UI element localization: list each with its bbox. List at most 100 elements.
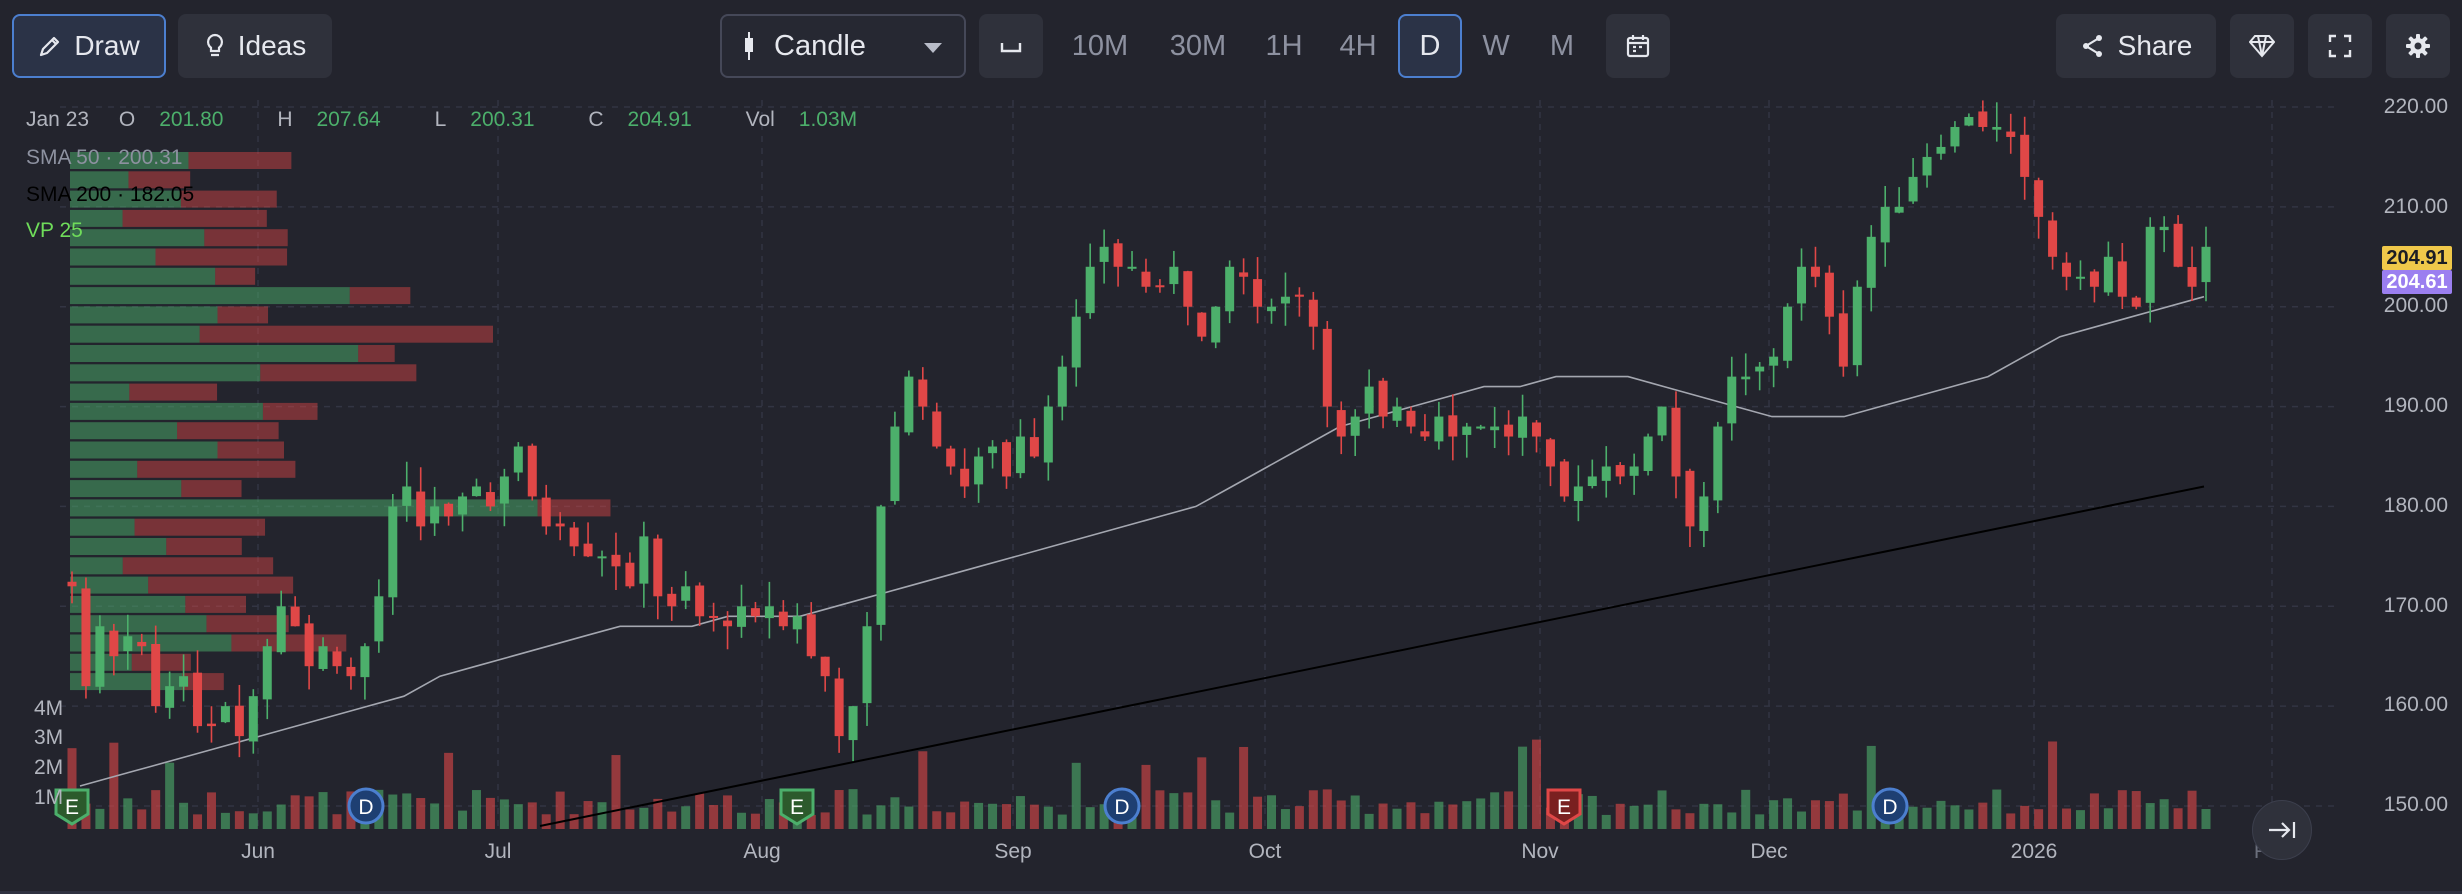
candle-body [1657, 406, 1667, 436]
volume-bar [1267, 795, 1277, 829]
volume-profile-buy-bar [70, 152, 189, 169]
volume-profile-sell-bar [215, 267, 256, 285]
timeframe-m[interactable]: M [1532, 14, 1592, 78]
candle-body [555, 523, 565, 527]
premium-button[interactable] [2230, 14, 2294, 78]
timeframe-30m[interactable]: 30M [1156, 14, 1240, 78]
timeframe-d[interactable]: D [1398, 14, 1462, 78]
volume-bar [2103, 808, 2113, 829]
lightbulb-icon [206, 33, 223, 57]
candle-body [2103, 256, 2113, 293]
timeframe-1h[interactable]: 1H [1256, 14, 1312, 78]
volume-bar [1866, 745, 1876, 829]
volume-profile-buy-bar [70, 248, 156, 266]
volume-bar [290, 795, 300, 829]
volume-bar [625, 809, 635, 829]
timeline-button[interactable] [979, 14, 1043, 78]
candle-body [95, 626, 105, 687]
candle-body [1434, 416, 1444, 442]
sma200-legend[interactable]: SMA 200 · 182.05 [26, 183, 195, 206]
volume-bar [709, 805, 719, 829]
calendar-button[interactable] [1606, 14, 1670, 78]
candle-body [151, 644, 161, 707]
volume-bar [2020, 805, 2030, 829]
volume-bar [1015, 796, 1025, 829]
volume-bar [1434, 801, 1444, 829]
volume-bar [388, 794, 398, 829]
volume-bar [1671, 809, 1681, 829]
volume-bar [1308, 790, 1318, 829]
volume-bar [1155, 790, 1165, 829]
volume-bar [583, 801, 593, 829]
candle-body [1336, 410, 1346, 437]
candle-body [862, 626, 872, 704]
candle-body [1113, 243, 1123, 267]
calendar-icon [1626, 35, 1650, 58]
timeframe-4h[interactable]: 4H [1326, 14, 1390, 78]
price-tick: 160.00 [2383, 693, 2448, 716]
volume-profile-buy-bar [70, 267, 216, 285]
candle-body [1532, 422, 1542, 437]
candle-body [2048, 220, 2058, 257]
volume-profile-sell-bar [204, 229, 288, 247]
volume-tick: 2M [34, 756, 64, 779]
chart-type-select[interactable]: Candle [720, 14, 966, 78]
volume-bar [1420, 813, 1430, 829]
low-value: 200.31 [470, 108, 535, 131]
volume-bar [1071, 762, 1081, 829]
volume-profile-buy-bar [70, 383, 130, 401]
share-button[interactable]: Share [2056, 14, 2216, 78]
timeframe-label: 10M [1071, 29, 1129, 62]
candle-body [1015, 436, 1025, 474]
volume-bar [1838, 793, 1848, 829]
candle-body [137, 641, 147, 647]
scroll-to-latest-button[interactable] [2252, 800, 2312, 860]
timeframe-10m[interactable]: 10M [1064, 14, 1136, 78]
candle-body [1364, 386, 1374, 414]
candle-body [67, 581, 77, 587]
candle-body [1504, 424, 1514, 437]
settings-button[interactable] [2386, 14, 2450, 78]
candle-body [1810, 266, 1820, 277]
high-value: 207.64 [316, 108, 381, 131]
ideas-button[interactable]: Ideas [178, 14, 332, 78]
timeframe-w[interactable]: W [1468, 14, 1524, 78]
volume-bar [430, 803, 440, 829]
volume-profile-sell-bar [206, 615, 289, 633]
volume-profile-sell-bar [349, 287, 411, 305]
volume-bar [2075, 810, 2085, 829]
sma50-label: SMA 50 [26, 146, 100, 169]
candle-body [1294, 294, 1304, 297]
candle-body [1755, 366, 1765, 372]
candle-body [234, 705, 244, 737]
low-label: L [434, 108, 447, 131]
time-tick: Aug [743, 840, 781, 863]
volume-bar [1378, 803, 1388, 829]
timeframe-label: W [1482, 29, 1510, 62]
open-label: O [118, 108, 136, 131]
candle-body [193, 672, 203, 727]
marker-label: D [1114, 796, 1129, 819]
volume-bar [1141, 764, 1151, 829]
candle-body [1894, 206, 1904, 213]
volume-profile-sell-bar [122, 209, 267, 227]
candle-body [1587, 476, 1597, 487]
candle-body [653, 538, 663, 597]
volume-bar [820, 812, 830, 829]
volume-bar [2062, 808, 2072, 829]
fullscreen-button[interactable] [2308, 14, 2372, 78]
price-tick: 150.00 [2383, 793, 2448, 816]
candle-body [960, 468, 970, 487]
volume-profile-buy-bar [70, 229, 205, 247]
open-value: 201.80 [159, 108, 224, 131]
candle-body [890, 426, 900, 502]
candles [67, 100, 2211, 762]
vp-legend[interactable]: VP 25 [26, 219, 83, 245]
candle-body [806, 614, 816, 657]
candle-body [1671, 407, 1681, 477]
sma50-legend[interactable]: SMA 50 · 200.31 [26, 146, 183, 169]
draw-button[interactable]: Draw [12, 14, 166, 78]
candle-body [1462, 426, 1472, 435]
arrow-right-bar-icon [2269, 822, 2296, 838]
